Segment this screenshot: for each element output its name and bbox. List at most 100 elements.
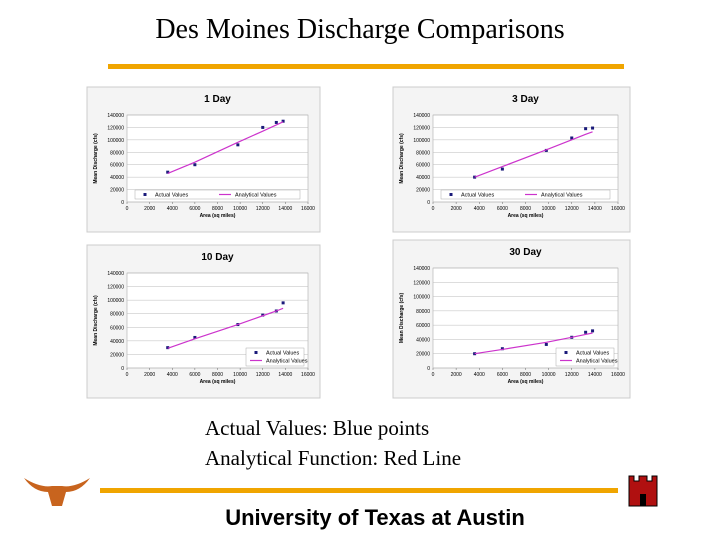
y-tick-label: 120000	[413, 125, 430, 131]
point	[193, 163, 197, 167]
y-tick-label: 60000	[416, 163, 430, 169]
x-tick-label: 6000	[189, 206, 200, 212]
point	[166, 170, 170, 174]
legend-label: Analytical Values	[541, 193, 583, 199]
point	[281, 301, 285, 305]
legend-label: Actual Values	[576, 351, 609, 357]
x-tick-label: 6000	[189, 372, 200, 378]
x-tick-label: 8000	[520, 372, 531, 378]
y-tick-label: 80000	[110, 150, 124, 156]
x-tick-label: 10000	[542, 372, 556, 378]
legend-box	[245, 347, 305, 367]
chart-title: 1 Day	[204, 94, 231, 105]
legend: Actual Values Analytical Values	[555, 347, 618, 367]
legend-label: Analytical Values	[266, 359, 308, 365]
y-tick-label: 20000	[416, 188, 430, 194]
x-tick-label: 4000	[474, 206, 485, 212]
caption: Actual Values: Blue points	[205, 416, 430, 440]
y-tick-label: 100000	[413, 138, 430, 144]
point	[166, 346, 170, 350]
x-tick-label: 12000	[256, 372, 270, 378]
legend: Actual Values Analytical Values	[134, 189, 301, 200]
y-tick-label: 100000	[107, 298, 124, 304]
legend-box	[555, 347, 615, 367]
legend-label: Analytical Values	[576, 359, 618, 365]
x-tick-label: 10000	[233, 206, 247, 212]
castle-logo	[628, 475, 658, 507]
legend-swatch	[449, 193, 453, 196]
y-tick-label: 0	[121, 366, 124, 372]
footer-text: University of Texas at Austin	[225, 505, 525, 530]
y-tick-label: 120000	[413, 280, 430, 286]
y-tick-label: 80000	[416, 150, 430, 156]
y-axis-label: Mean Discharge (cfs)	[399, 133, 405, 184]
y-tick-label: 0	[427, 200, 430, 206]
y-tick-label: 20000	[110, 352, 124, 358]
footer-rule	[100, 488, 618, 493]
line	[167, 307, 284, 349]
point	[591, 126, 595, 130]
x-tick-label: 0	[126, 372, 129, 378]
x-tick-label: 6000	[497, 206, 508, 212]
x-tick-label: 14000	[278, 372, 292, 378]
y-tick-label: 140000	[413, 113, 430, 119]
legend-swatch	[143, 193, 147, 196]
point	[584, 330, 588, 334]
x-tick-label: 2000	[451, 372, 462, 378]
x-axis-label: Area (sq miles)	[508, 379, 544, 385]
x-tick-label: 4000	[474, 372, 485, 378]
line	[167, 121, 284, 174]
y-axis-label: Mean Discharge (cfs)	[399, 293, 405, 344]
x-tick-label: 12000	[565, 206, 579, 212]
legend-box	[134, 189, 301, 200]
legend: Actual Values Analytical Values	[440, 189, 611, 200]
legend-label: Analytical Values	[235, 193, 277, 199]
line	[474, 332, 593, 355]
y-tick-label: 140000	[413, 266, 430, 272]
x-tick-label: 8000	[212, 206, 223, 212]
x-tick-label: 16000	[611, 372, 625, 378]
y-tick-label: 40000	[110, 175, 124, 181]
point	[584, 127, 588, 131]
line	[474, 131, 593, 178]
plot-area	[126, 114, 309, 203]
x-tick-label: 2000	[451, 206, 462, 212]
chart-title: 10 Day	[201, 252, 234, 263]
x-tick-label: 0	[432, 206, 435, 212]
x-axis-label: Area (sq miles)	[508, 213, 544, 219]
y-tick-label: 60000	[110, 325, 124, 331]
point	[193, 335, 197, 339]
legend-label: Actual Values	[266, 351, 299, 357]
point	[591, 329, 595, 333]
x-tick-label: 0	[126, 206, 129, 212]
x-tick-label: 4000	[167, 206, 178, 212]
x-tick-label: 14000	[278, 206, 292, 212]
x-axis-label: Area (sq miles)	[200, 379, 236, 385]
y-tick-label: 100000	[107, 138, 124, 144]
y-axis-label: Mean Discharge (cfs)	[93, 133, 99, 184]
legend-label: Actual Values	[461, 193, 494, 199]
slide-title: Des Moines Discharge Comparisons	[155, 14, 565, 45]
y-tick-label: 120000	[107, 125, 124, 131]
chart-title: 3 Day	[512, 94, 539, 105]
chart: 1 Day02000040000600008000010000012000014…	[86, 86, 321, 233]
chart: 3 Day02000040000600008000010000012000014…	[392, 86, 631, 233]
x-tick-label: 16000	[301, 206, 315, 212]
chart: 30 Day0200004000060000800001000001200001…	[392, 239, 631, 399]
x-tick-label: 10000	[542, 206, 556, 212]
point	[500, 167, 504, 171]
point	[274, 120, 278, 124]
y-tick-label: 120000	[107, 285, 124, 291]
plot-area	[432, 114, 619, 203]
y-tick-label: 20000	[416, 352, 430, 358]
x-tick-label: 8000	[212, 372, 223, 378]
caption: Analytical Function: Red Line	[205, 446, 462, 470]
point	[261, 125, 265, 129]
point	[544, 342, 548, 346]
x-tick-label: 12000	[565, 372, 579, 378]
x-axis-label: Area (sq miles)	[200, 213, 236, 219]
legend-label: Actual Values	[155, 193, 188, 199]
x-tick-label: 16000	[301, 372, 315, 378]
